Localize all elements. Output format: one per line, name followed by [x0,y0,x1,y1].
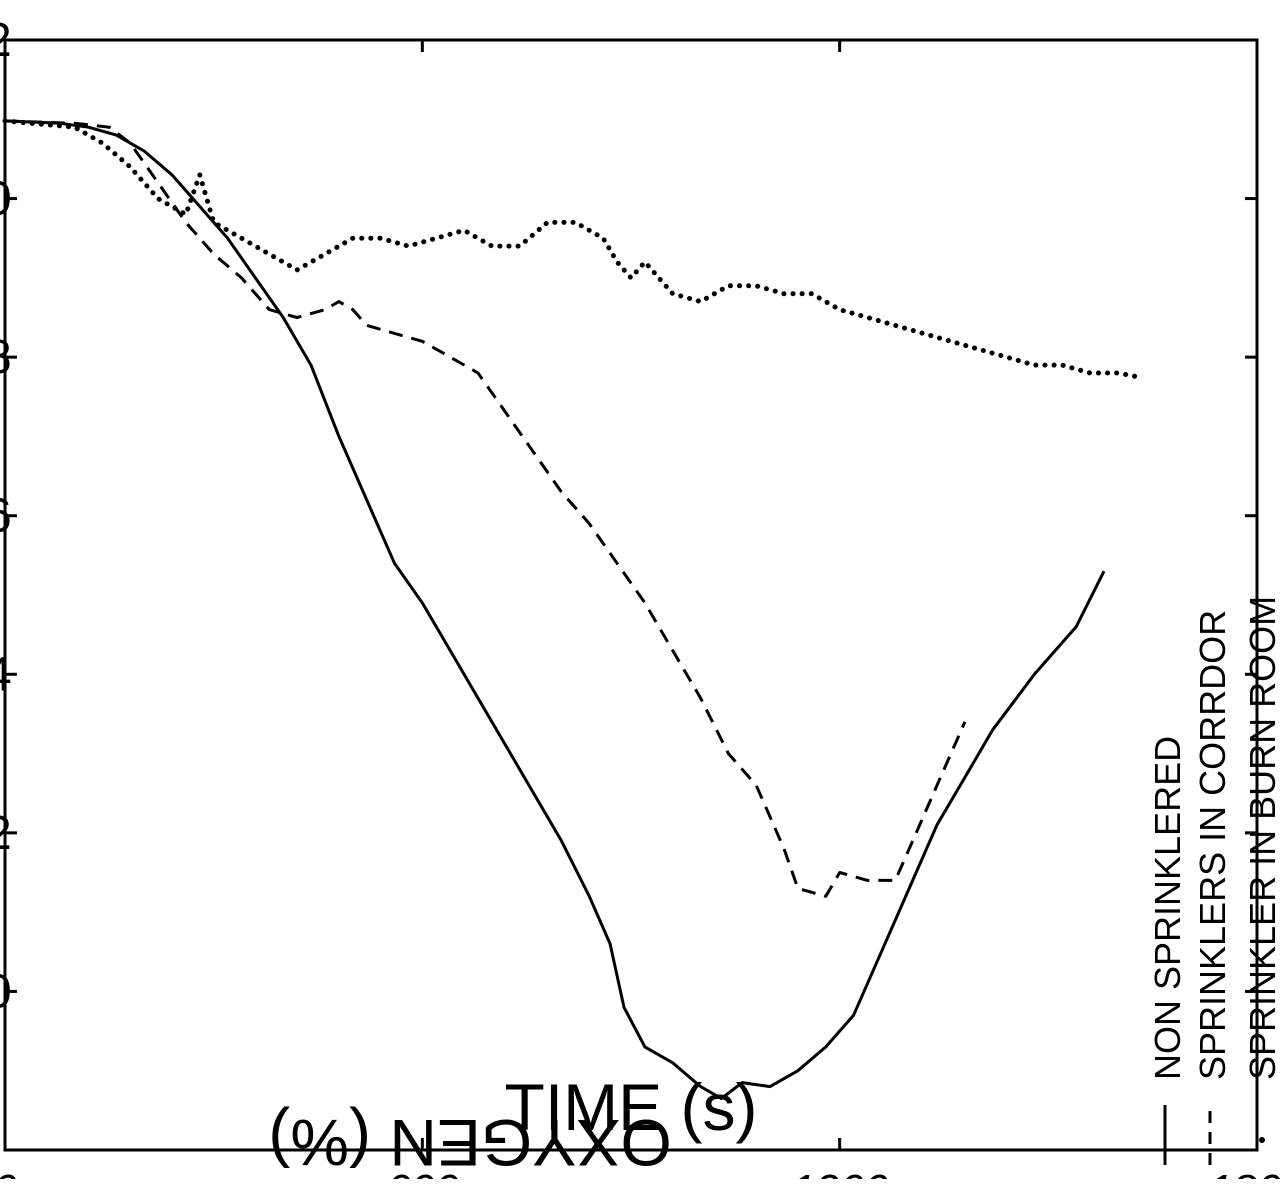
y-axis-label-rendered: OXYGEN (%) [268,1106,671,1179]
legend-swatch-dotted [1259,1137,1265,1143]
y-tick-label: 22 [0,14,12,67]
y-tick-label: 16 [0,490,12,543]
tick-marks [5,40,1257,1150]
ylabel-overlay: OXYGEN (%) [268,1106,671,1179]
series-line-2 [4,119,967,898]
y-tick-label: 18 [0,331,12,384]
series-lines [2,118,1142,1100]
legend-overlay: NON SPRINKLERED SPRINKLERS IN CORRDOR SP… [1147,596,1283,1165]
plot-frame [3,38,1259,1152]
series-line-3 [2,118,1142,380]
legend-label-1: NON SPRINKLERED [1147,736,1188,1080]
x-axis-label: TIME (s) [505,1070,758,1144]
legend-label-3: SPRINKLER IN BURN ROOM [1242,596,1283,1080]
y-tick-label: 20 [0,173,12,226]
y-tick-label: 10 [0,965,12,1018]
series-line-1 [4,119,1106,1100]
y-tick-label: 14 [0,648,12,701]
legend-label-2: SPRINKLERS IN CORRDOR [1192,610,1233,1080]
y-tick-label: 12 [0,807,12,860]
